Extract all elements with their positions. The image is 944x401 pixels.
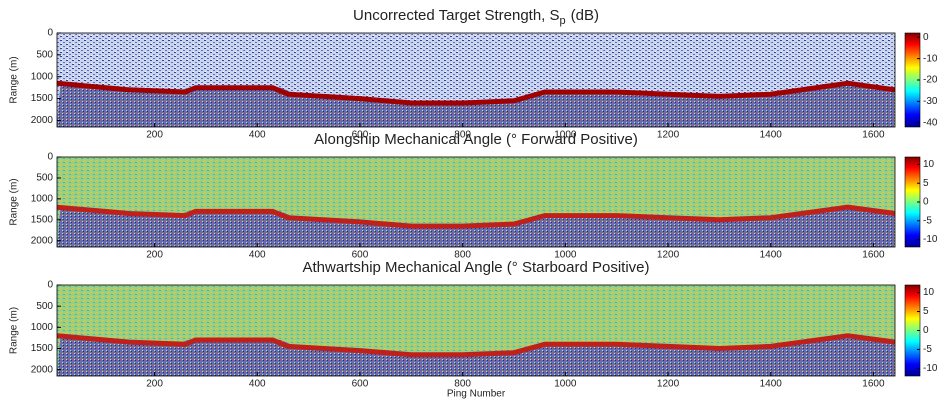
y-tick-label: 1000: [31, 71, 54, 82]
title-text: Uncorrected Target Strength, S: [353, 7, 560, 24]
panel-title: Uncorrected Target Strength, Sp (dB): [353, 7, 599, 27]
y-axis-label: Range (m): [9, 56, 20, 103]
x-tick-label: 1400: [760, 250, 783, 261]
colorbar-tick-label: 0: [923, 197, 929, 208]
x-tick-label: 1000: [554, 130, 577, 141]
y-tick-label: 1500: [31, 93, 54, 104]
panel-title: Alongship Mechanical Angle (° Forward Po…: [314, 131, 638, 148]
y-tick-label: 1500: [31, 343, 54, 354]
colorbar-tick-label: -5: [923, 215, 932, 226]
x-tick-label: 200: [146, 250, 163, 261]
title-text: Athwartship Mechanical Angle (° Starboar…: [303, 259, 650, 276]
colorbar-tick-label: -20: [923, 75, 938, 86]
y-tick-label: 1000: [31, 322, 54, 333]
colorbar-tick-label: 10: [923, 287, 935, 298]
colorbar-tick-label: 0: [923, 32, 929, 43]
x-tick-label: 600: [352, 250, 369, 261]
y-tick-label: 1500: [31, 214, 54, 225]
y-tick-label: 2000: [31, 235, 54, 246]
colorbar-tick-label: 10: [923, 159, 935, 170]
colorbar-tick-label: -10: [923, 234, 938, 245]
seabed-line: [57, 80, 895, 106]
x-tick-label: 400: [249, 379, 266, 390]
x-tick-label: 800: [454, 130, 471, 141]
y-tick-label: 500: [36, 301, 53, 312]
colorbar-tick-label: -40: [923, 117, 938, 128]
colorbar-tick-label: 5: [923, 306, 929, 317]
title-subscript: p: [560, 15, 566, 27]
colorbar-tick-label: -10: [923, 363, 938, 374]
plot-frame: [56, 32, 896, 128]
y-tick-label: 2000: [31, 115, 54, 126]
x-tick-label: 1600: [862, 250, 885, 261]
x-tick-label: 200: [146, 379, 163, 390]
colorbar-tick-label: 5: [923, 178, 929, 189]
x-tick-label: 400: [249, 130, 266, 141]
y-tick-label: 0: [47, 280, 53, 291]
panel-title: Athwartship Mechanical Angle (° Starboar…: [303, 259, 650, 276]
x-tick-label: 1200: [657, 130, 680, 141]
x-tick-label: 1400: [760, 379, 783, 390]
colorbar-tick-label: -5: [923, 344, 932, 355]
x-tick-label: 1400: [760, 130, 783, 141]
title-text: Alongship Mechanical Angle (° Forward Po…: [314, 131, 638, 148]
y-axis-label: Range (m): [9, 178, 20, 225]
x-tick-label: 1200: [657, 379, 680, 390]
x-tick-label: 1000: [554, 379, 577, 390]
title-suffix: (dB): [571, 7, 599, 24]
plot-clip: [57, 80, 895, 127]
colorbar-tick-label: 0: [923, 325, 929, 336]
plot-clip: [57, 333, 895, 376]
x-tick-label: 800: [454, 250, 471, 261]
y-tick-label: 2000: [31, 364, 54, 375]
colorbar-tick-label: -30: [923, 96, 938, 107]
x-tick-label: 1000: [554, 250, 577, 261]
y-tick-label: 0: [47, 28, 53, 39]
y-axis-label: Range (m): [9, 307, 20, 354]
y-tick-label: 500: [36, 50, 53, 61]
x-tick-label: 1600: [862, 130, 885, 141]
x-tick-label: 200: [146, 130, 163, 141]
x-tick-label: 1200: [657, 250, 680, 261]
y-tick-label: 0: [47, 152, 53, 163]
seabed-line: [57, 333, 895, 358]
plot-frame: [56, 156, 896, 248]
x-axis-label: Ping Number: [447, 389, 506, 400]
x-tick-label: 800: [454, 379, 471, 390]
x-tick-label: 1600: [862, 379, 885, 390]
plot-frame: [56, 284, 896, 377]
colorbar-tick-label: -10: [923, 53, 938, 64]
plot-clip: [57, 204, 895, 247]
x-tick-label: 600: [352, 379, 369, 390]
x-tick-label: 600: [352, 130, 369, 141]
y-tick-label: 1000: [31, 194, 54, 205]
x-tick-label: 400: [249, 250, 266, 261]
seabed-line: [57, 204, 895, 229]
y-tick-label: 500: [36, 173, 53, 184]
